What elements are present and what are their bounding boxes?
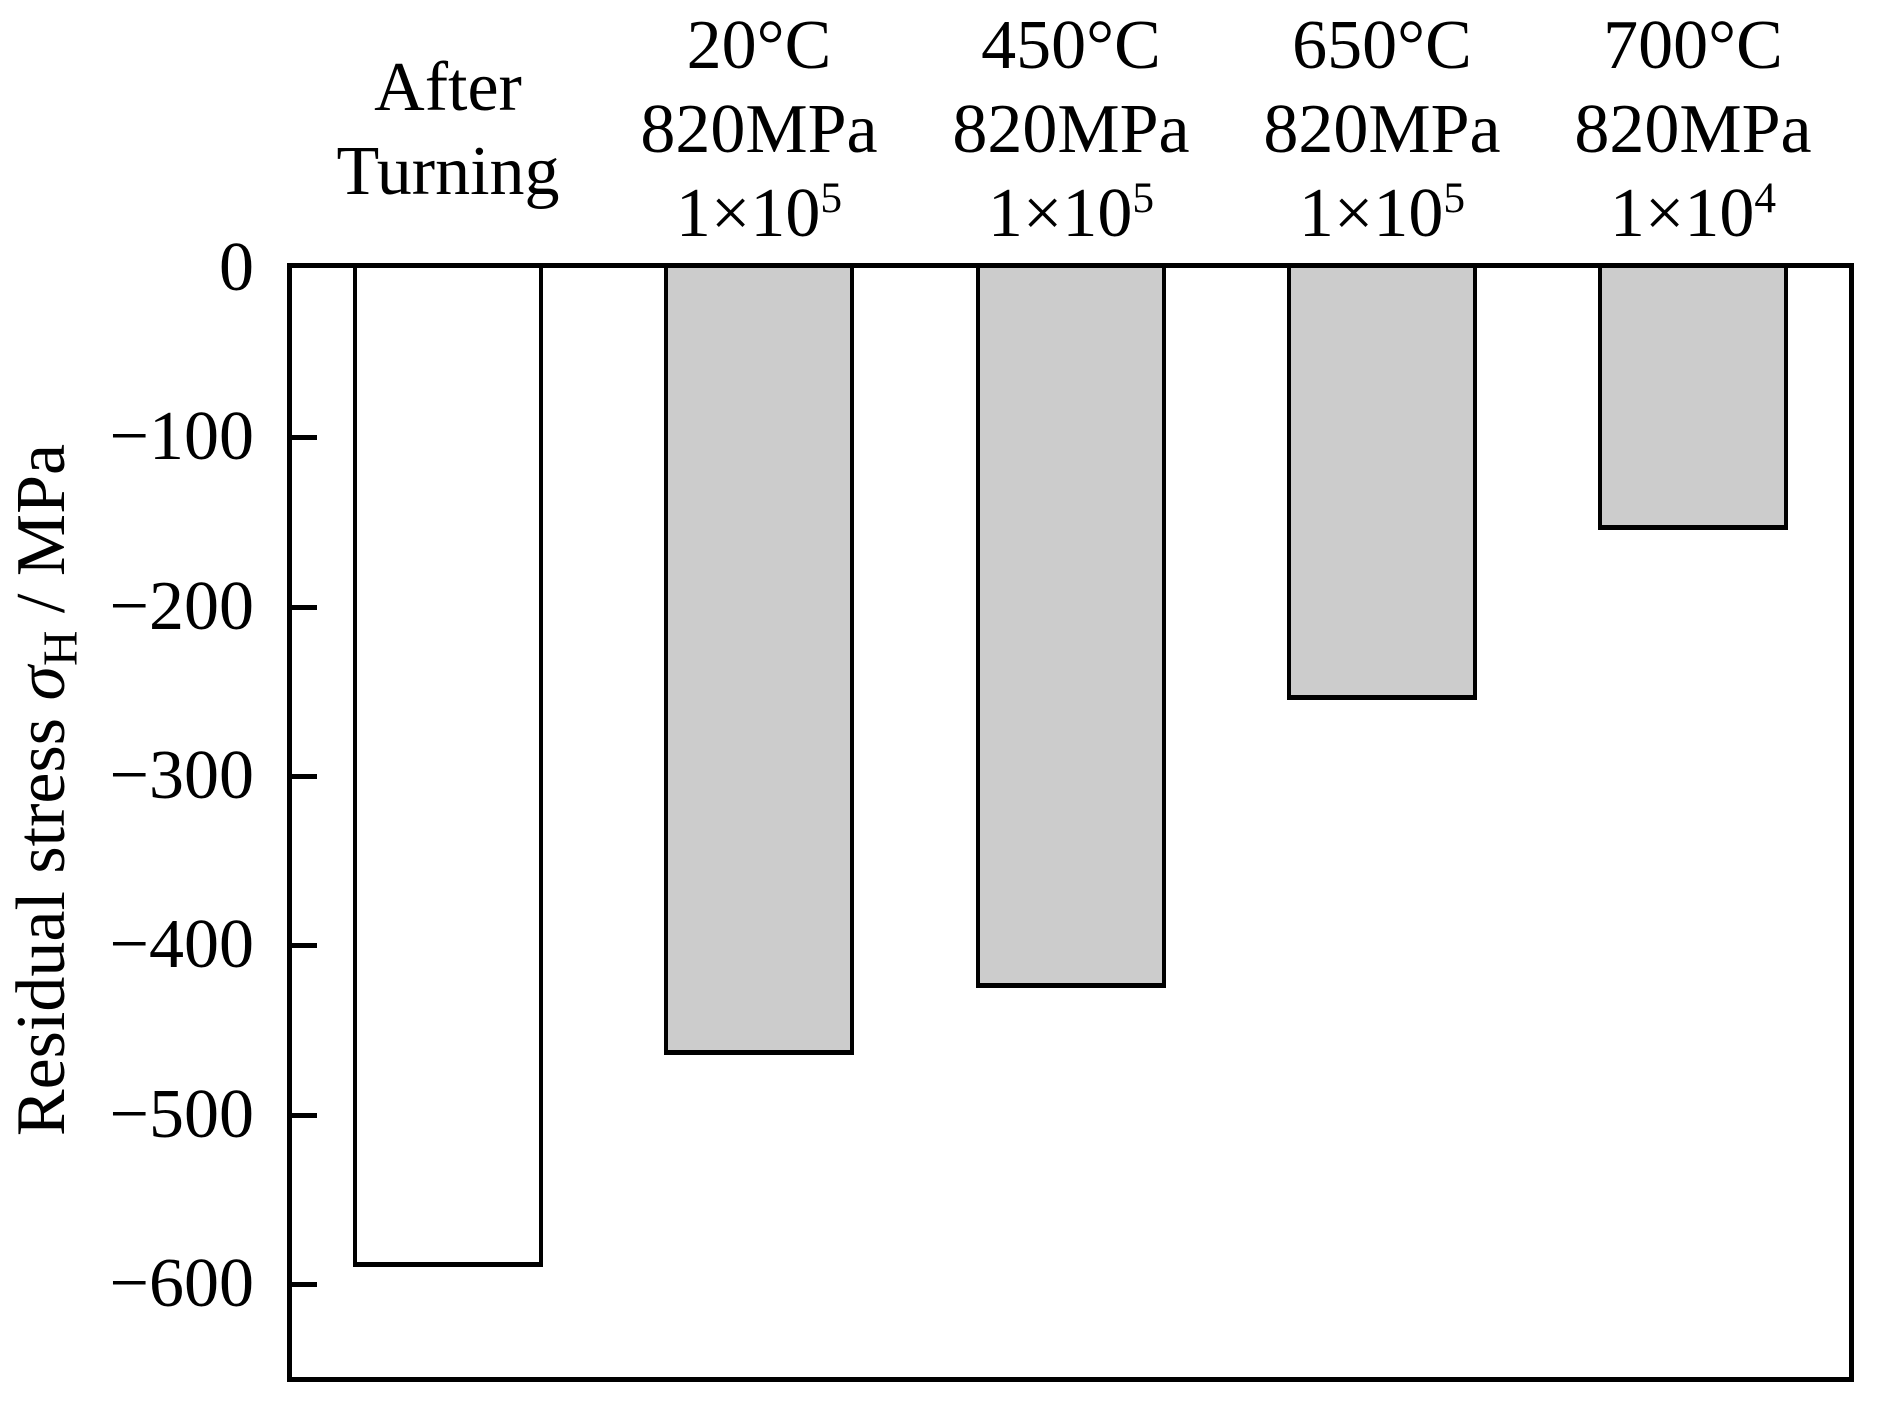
y-tick-mark — [292, 943, 317, 948]
column-label-after-turning: After Turning — [278, 0, 618, 260]
column-label-line: 700°C — [1603, 7, 1783, 84]
cycles-exponent: 4 — [1754, 174, 1777, 223]
y-tick-label: −600 — [109, 1245, 254, 1322]
cycles-base: 1×10 — [675, 175, 821, 252]
cycles-exponent: 5 — [1132, 174, 1155, 223]
column-label-line: 650°C — [1292, 7, 1472, 84]
column-label-cycles: 1×104 — [1610, 172, 1776, 256]
column-label-cycles: 1×105 — [988, 172, 1154, 256]
cycles-base: 1×10 — [1609, 175, 1755, 252]
y-tick-mark — [292, 774, 317, 779]
bar-700c-820mpa-1e4 — [1598, 268, 1788, 530]
column-label-650c-820mpa-1e5: 650°C 820MPa 1×105 — [1212, 0, 1552, 260]
y-tick-label: −400 — [109, 906, 254, 983]
column-label-line: 820MPa — [1263, 91, 1501, 168]
column-label-line: After — [374, 49, 522, 126]
column-label-line: 20°C — [686, 7, 832, 84]
column-label-20c-820mpa-1e5: 20°C 820MPa 1×105 — [589, 0, 929, 260]
y-tick-label: −200 — [109, 568, 254, 645]
column-label-cycles: 1×105 — [1299, 172, 1465, 256]
bar-after-turning — [353, 268, 543, 1267]
bar-650c-820mpa-1e5 — [1287, 268, 1477, 700]
plot-area — [287, 263, 1854, 1382]
bar-20c-820mpa-1e5 — [664, 268, 854, 1055]
y-tick-label: 0 — [219, 229, 254, 306]
column-label-line: 820MPa — [952, 91, 1190, 168]
sigma-symbol: σ — [3, 666, 80, 701]
cycles-exponent: 5 — [1443, 174, 1466, 223]
column-label-700c-820mpa-1e4: 700°C 820MPa 1×104 — [1523, 0, 1863, 260]
column-label-450c-820mpa-1e5: 450°C 820MPa 1×105 — [901, 0, 1241, 260]
column-label-line: 820MPa — [640, 91, 878, 168]
cycles-exponent: 5 — [820, 174, 843, 223]
y-tick-label: −100 — [109, 398, 254, 475]
y-tick-mark — [292, 1113, 317, 1118]
y-tick-mark — [292, 435, 317, 440]
cycles-base: 1×10 — [987, 175, 1133, 252]
column-label-line: Turning — [336, 133, 560, 210]
y-tick-label: −300 — [109, 737, 254, 814]
column-label-line: 450°C — [981, 7, 1161, 84]
cycles-base: 1×10 — [1298, 175, 1444, 252]
y-tick-mark — [292, 1282, 317, 1287]
column-label-cycles: 1×105 — [676, 172, 842, 256]
column-label-line: 820MPa — [1574, 91, 1812, 168]
y-tick-label: −500 — [109, 1076, 254, 1153]
y-tick-mark — [292, 605, 317, 610]
bar-450c-820mpa-1e5 — [976, 268, 1166, 988]
